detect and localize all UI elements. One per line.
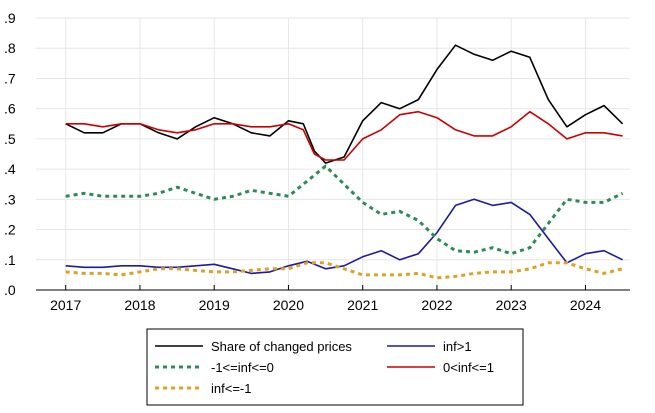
y-tick-label: .2 — [4, 222, 16, 238]
x-tick-label: 2020 — [273, 297, 304, 313]
series-lines — [65, 44, 624, 280]
legend-label: inf>1 — [443, 339, 472, 354]
y-tick-label: .8 — [4, 40, 16, 56]
y-tick-label: .7 — [4, 70, 16, 86]
y-tick-label: .5 — [4, 131, 16, 147]
series-line-3 — [65, 110, 623, 161]
legend-label: 0<inf<=1 — [443, 360, 494, 375]
legend: Share of changed prices inf>1 -1<=inf<=0 0<… — [146, 328, 524, 406]
series-line-4 — [65, 261, 623, 280]
y-tick-label: .3 — [4, 191, 16, 207]
x-tick-label: 2018 — [124, 297, 155, 313]
legend-label: -1<=inf<=0 — [211, 360, 274, 375]
y-tick-label: .0 — [4, 282, 16, 298]
x-tick-label: 2022 — [421, 297, 452, 313]
x-tick-label: 2019 — [199, 297, 230, 313]
x-tick-label: 2017 — [50, 297, 81, 313]
series-line-2 — [65, 164, 624, 256]
y-tick-label: .6 — [4, 101, 16, 117]
series-line-1 — [65, 198, 623, 275]
grid — [36, 17, 630, 290]
axes: .0 .1 .2 .3 .4 .5 .6 .7 .8 .9 2017 2018 2019 2020 2021… — [4, 10, 630, 313]
y-tick-label: .9 — [4, 10, 16, 26]
legend-box — [146, 328, 524, 406]
x-tick-label: 2021 — [347, 297, 378, 313]
x-tick-label: 2024 — [570, 297, 601, 313]
x-tick-label: 2023 — [496, 297, 527, 313]
legend-label: inf<=-1 — [211, 381, 251, 396]
legend-label: Share of changed prices — [211, 339, 352, 354]
y-tick-label: .4 — [4, 161, 16, 177]
y-tick-label: .1 — [4, 252, 16, 268]
